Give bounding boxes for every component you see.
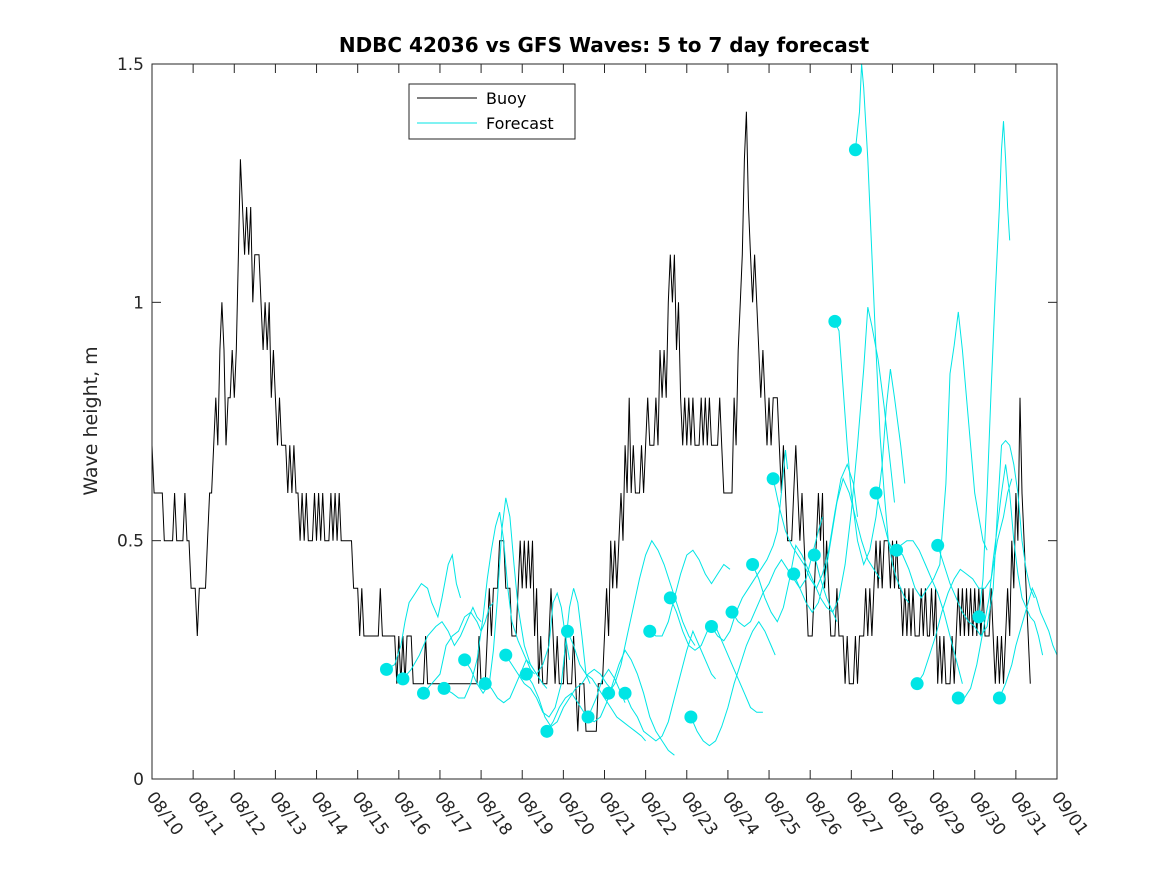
- series-forecast-line: [484, 591, 570, 704]
- series-forecast-line: [772, 462, 858, 590]
- forecast-start-marker: [992, 691, 1006, 705]
- series-forecast-line: [525, 668, 612, 728]
- series-forecast-line: [386, 553, 461, 670]
- forecast-start-marker: [684, 710, 698, 724]
- series-forecast-line: [978, 121, 1011, 617]
- y-tick-label: 1: [133, 293, 144, 313]
- forecast-start-marker: [437, 681, 451, 695]
- forecast-start-marker: [972, 610, 986, 624]
- forecast-start-marker: [499, 648, 513, 662]
- y-tick-label: 0: [133, 770, 144, 790]
- series-buoy-line: [152, 111, 1031, 732]
- series-forecast-line: [649, 549, 731, 637]
- legend-label-buoy: Buoy: [486, 89, 526, 108]
- plot-frame: [151, 63, 1058, 780]
- forecast-start-marker: [560, 624, 574, 638]
- forecast-start-marker: [417, 686, 430, 700]
- forecast-start-marker: [828, 314, 842, 328]
- legend-label-forecast: Forecast: [486, 114, 554, 133]
- forecast-start-marker: [581, 710, 595, 724]
- forecast-start-marker: [396, 672, 410, 686]
- chart-title: NDBC 42036 vs GFS Waves: 5 to 7 day fore…: [339, 33, 870, 57]
- series-forecast-line: [834, 321, 906, 567]
- series-forecast-line: [937, 439, 1035, 637]
- forecast-start-marker: [746, 558, 760, 571]
- forecast-start-marker: [540, 724, 554, 738]
- forecast-start-marker: [787, 567, 801, 581]
- series-forecast-line: [813, 306, 895, 614]
- legend: Buoy Forecast: [408, 83, 576, 140]
- forecast-start-marker: [519, 667, 533, 681]
- series-forecast-line: [854, 64, 910, 603]
- ticks-layer: [151, 63, 1058, 780]
- series-forecast-line: [875, 492, 963, 684]
- forecast-start-marker: [704, 619, 718, 633]
- forecast-start-marker: [379, 662, 393, 676]
- y-tick-label: 0.5: [117, 532, 144, 552]
- forecast-start-marker: [890, 543, 904, 557]
- series-forecast-line: [958, 464, 1044, 699]
- series-forecast-line: [567, 631, 646, 742]
- forecast-start-marker: [766, 472, 780, 486]
- forecast-start-marker: [869, 486, 883, 500]
- series-forecast-line: [423, 602, 494, 694]
- forecast-start-marker: [602, 686, 616, 700]
- forecast-start-marker: [643, 624, 657, 638]
- series-forecast-line: [998, 586, 1057, 699]
- series-forecast-line: [916, 478, 1013, 684]
- y-tick-label: 1.5: [117, 55, 144, 75]
- forecast-start-marker: [910, 677, 924, 691]
- series-forecast-line: [505, 588, 591, 718]
- legend-box: [408, 83, 576, 140]
- forecast-start-marker: [725, 605, 739, 619]
- series-forecast-line: [608, 539, 696, 694]
- forecast-start-marker: [618, 686, 632, 700]
- plot-area: [152, 64, 1057, 779]
- series-forecast-line: [793, 477, 881, 614]
- series-forecast-line: [690, 620, 776, 747]
- forecast-start-marker: [458, 653, 472, 667]
- series-forecast-line: [896, 311, 988, 599]
- forecast-start-marker: [848, 143, 862, 157]
- y-axis-label: Wave height, m: [80, 346, 102, 495]
- forecast-start-marker: [663, 591, 677, 605]
- series-forecast-line: [443, 511, 535, 699]
- series-forecast-line: [731, 516, 823, 628]
- series-forecast-line: [402, 606, 482, 680]
- series-forecast-line: [711, 450, 789, 642]
- forecast-start-marker: [478, 677, 492, 691]
- forecast-start-marker: [951, 691, 965, 705]
- forecast-start-marker: [931, 538, 945, 552]
- series-layer: [152, 64, 1057, 756]
- series-forecast-line: [752, 544, 838, 623]
- forecast-start-marker: [807, 548, 821, 562]
- series-forecast-line: [624, 629, 716, 742]
